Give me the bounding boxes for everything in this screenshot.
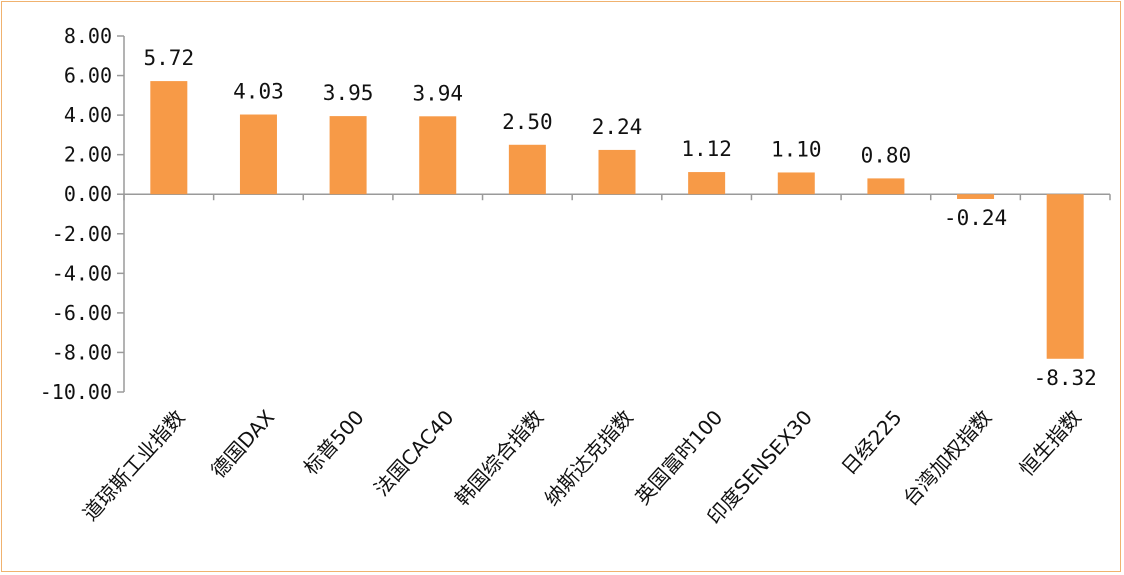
category-label: 恒生指数	[1015, 405, 1086, 481]
category-label: 道琼斯工业指数	[78, 405, 190, 525]
y-tick-label: -10.00	[40, 380, 112, 404]
data-label: 3.94	[412, 81, 463, 105]
category-label: 英国富时100	[630, 405, 727, 509]
bar	[150, 81, 188, 195]
bar	[867, 178, 905, 195]
y-tick-label: -4.00	[52, 261, 112, 285]
y-tick-label: 6.00	[64, 64, 112, 88]
y-tick-label: 2.00	[64, 143, 112, 167]
bar	[598, 149, 636, 195]
bar	[329, 116, 367, 195]
y-tick-label: 0.00	[64, 182, 112, 206]
category-label: 标普500	[299, 405, 369, 479]
data-label: 4.03	[233, 80, 284, 104]
bar	[777, 172, 815, 195]
bar	[508, 144, 546, 195]
category-label: 韩国综合指数	[450, 405, 548, 510]
y-tick-label: -6.00	[52, 301, 112, 325]
bar	[1046, 194, 1084, 359]
category-label: 日经225	[836, 405, 906, 479]
y-tick-label: 4.00	[64, 103, 112, 127]
category-label: 纳斯达克指数	[540, 405, 638, 510]
data-label: -0.24	[944, 206, 1007, 230]
data-label: 3.95	[323, 81, 374, 105]
data-label: 5.72	[144, 46, 195, 70]
bar	[419, 116, 457, 195]
bar	[957, 194, 995, 199]
data-label: 2.24	[592, 115, 643, 139]
bar	[239, 114, 277, 195]
y-tick-label: -2.00	[52, 222, 112, 246]
data-label: 1.12	[681, 137, 732, 161]
bar	[688, 172, 726, 195]
data-label: -8.32	[1034, 366, 1097, 390]
category-label: 德国DAX	[206, 405, 279, 483]
data-label: 2.50	[502, 110, 553, 134]
data-label: 1.10	[771, 137, 822, 161]
category-label: 台湾加权指数	[898, 405, 996, 510]
y-tick-label: 8.00	[64, 24, 112, 48]
data-label: 0.80	[861, 143, 912, 167]
y-tick-label: -8.00	[52, 340, 112, 364]
category-label: 法国CAC40	[369, 405, 458, 500]
